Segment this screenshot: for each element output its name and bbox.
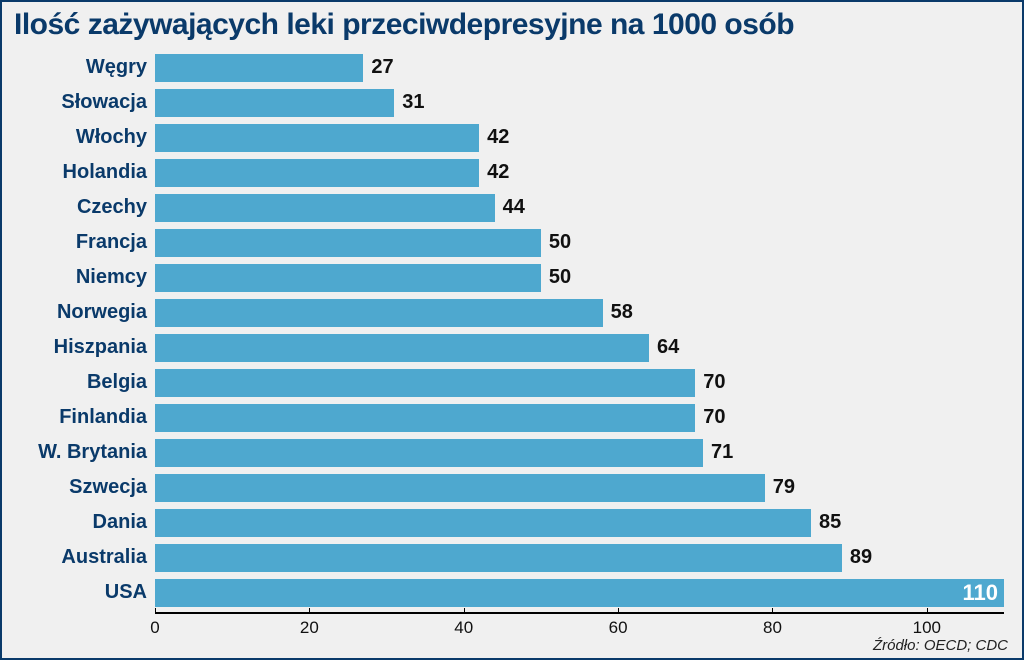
bar <box>155 334 649 362</box>
country-label: Belgia <box>20 371 155 394</box>
bar-row: Hiszpania 64 <box>20 330 1004 365</box>
bar <box>155 474 765 502</box>
bar-value: 71 <box>711 441 733 464</box>
axis-tick-label: 60 <box>609 618 628 638</box>
bar-value: 42 <box>487 126 509 149</box>
bar <box>155 54 363 82</box>
country-label: Dania <box>20 511 155 534</box>
country-label: Węgry <box>20 56 155 79</box>
bar-row: Australia 89 <box>20 540 1004 575</box>
bar-value: 42 <box>487 161 509 184</box>
bar-row: Szwecja 79 <box>20 470 1004 505</box>
bar-chart: Węgry 27 Słowacja 31 Włochy 42 Holandia 42 Czech… <box>20 50 1004 610</box>
bar-row: W. Brytania 71 <box>20 435 1004 470</box>
bar <box>155 264 541 292</box>
country-label: Australia <box>20 546 155 569</box>
source-text: Źródło: OECD; CDC <box>873 637 1008 654</box>
bar-row: Węgry 27 <box>20 50 1004 85</box>
bar-row: Norwegia 58 <box>20 295 1004 330</box>
bar-value: 50 <box>549 266 571 289</box>
bar-value: 85 <box>819 511 841 534</box>
bar-value: 89 <box>850 546 872 569</box>
country-label: Słowacja <box>20 91 155 114</box>
axis-tick-label: 0 <box>150 618 159 638</box>
bar <box>155 299 603 327</box>
country-label: Szwecja <box>20 476 155 499</box>
bar <box>155 439 703 467</box>
bar-value: 110 <box>963 580 999 606</box>
axis-tick-label: 20 <box>300 618 319 638</box>
bar-row: Dania 85 <box>20 505 1004 540</box>
bar <box>155 509 811 537</box>
bar-row: Słowacja 31 <box>20 85 1004 120</box>
country-label: Włochy <box>20 126 155 149</box>
bar-row: Francja 50 <box>20 225 1004 260</box>
country-label: Czechy <box>20 196 155 219</box>
bar-value: 70 <box>703 371 725 394</box>
axis-tick <box>927 608 928 614</box>
axis-tick <box>772 608 773 614</box>
country-label: Francja <box>20 231 155 254</box>
bar-value: 70 <box>703 406 725 429</box>
bar <box>155 89 394 117</box>
bar-row: Finlandia 70 <box>20 400 1004 435</box>
bar-value: 79 <box>773 476 795 499</box>
bar <box>155 544 842 572</box>
country-label: Hiszpania <box>20 336 155 359</box>
axis-tick <box>464 608 465 614</box>
bar-row: Niemcy 50 <box>20 260 1004 295</box>
bar-value: 58 <box>611 301 633 324</box>
country-label: Niemcy <box>20 266 155 289</box>
bar-row: USA 110 <box>20 575 1004 610</box>
axis-tick-label: 40 <box>454 618 473 638</box>
bar-row: Czechy 44 <box>20 190 1004 225</box>
country-label: Holandia <box>20 161 155 184</box>
bar <box>155 404 695 432</box>
bar <box>155 194 495 222</box>
bar <box>155 159 479 187</box>
bar-row: Włochy 42 <box>20 120 1004 155</box>
bar-value: 64 <box>657 336 679 359</box>
x-axis: 0 20 40 60 80 100 <box>20 612 1004 638</box>
bar-row: Holandia 42 <box>20 155 1004 190</box>
bar: 110 <box>155 579 1004 607</box>
bar <box>155 124 479 152</box>
country-label: Norwegia <box>20 301 155 324</box>
bar <box>155 369 695 397</box>
bar-value: 27 <box>371 56 393 79</box>
axis-tick <box>155 608 156 614</box>
bar-row: Belgia 70 <box>20 365 1004 400</box>
bar-value: 50 <box>549 231 571 254</box>
axis-tick <box>618 608 619 614</box>
axis-tick-label: 80 <box>763 618 782 638</box>
bar-value: 31 <box>402 91 424 114</box>
chart-title: Ilość zażywających leki przeciwdepresyjn… <box>2 2 1022 46</box>
country-label: USA <box>20 581 155 604</box>
bar-value: 44 <box>503 196 525 219</box>
country-label: Finlandia <box>20 406 155 429</box>
country-label: W. Brytania <box>20 441 155 464</box>
bar <box>155 229 541 257</box>
axis-tick <box>309 608 310 614</box>
axis-tick-label: 100 <box>913 618 941 638</box>
